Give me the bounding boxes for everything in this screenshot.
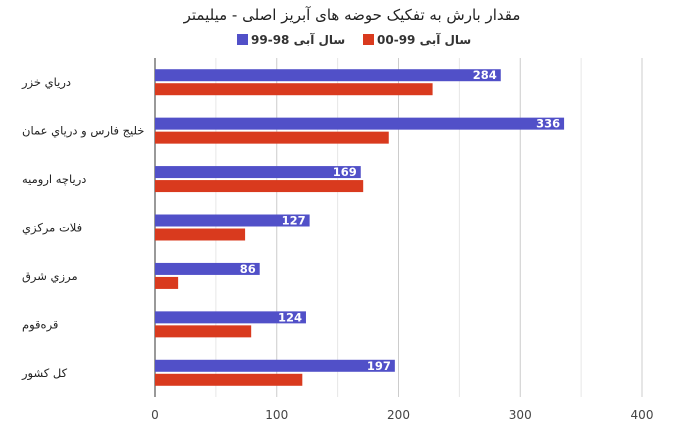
- category-label: فلات مرکزي: [22, 221, 82, 236]
- data-label: 197: [367, 359, 391, 373]
- bar-series-2: [155, 180, 364, 193]
- bar-series-2: [155, 325, 252, 338]
- x-tick-label: 200: [387, 408, 410, 422]
- bar-series-1: [155, 311, 306, 324]
- data-label-background: [277, 312, 305, 323]
- data-label: 86: [240, 262, 256, 276]
- bar-series-2: [155, 276, 179, 289]
- bar-series-1: [155, 214, 310, 227]
- data-label-background: [332, 167, 360, 178]
- data-label-background: [472, 70, 500, 81]
- bar-series-2: [155, 228, 246, 241]
- category-label: خليج فارس و درياي عمان: [22, 124, 144, 139]
- data-label-background: [366, 360, 394, 371]
- legend-label[interactable]: سال آبی 98-99: [251, 32, 345, 47]
- data-label: 284: [473, 68, 497, 82]
- grid: [154, 58, 643, 397]
- bar-series-1: [155, 359, 395, 372]
- bars: 284 336 169 127 86 124 197: [155, 68, 565, 386]
- bar-series-2: [155, 373, 303, 386]
- data-label: 169: [333, 165, 357, 179]
- bar-series-2: [155, 83, 433, 96]
- legend: سال آبی 98-99 سال آبی 99-00: [237, 32, 471, 47]
- data-label: 336: [536, 117, 560, 131]
- x-tick-label: 400: [631, 408, 654, 422]
- category-label: مرزي شرق: [22, 269, 78, 284]
- category-label: قره‌قوم: [22, 317, 58, 332]
- x-tick-label: 0: [151, 408, 159, 422]
- bar-series-1: [155, 166, 361, 179]
- chart-title: مقدار بارش به تفکیک حوضه های آبریز اصلی …: [183, 6, 521, 24]
- legend-swatch: [363, 34, 374, 45]
- legend-label[interactable]: سال آبی 99-00: [377, 32, 471, 47]
- category-labels: درياي خزر خليج فارس و درياي عمان درياچه ار…: [21, 75, 144, 381]
- bar-series-1: [155, 117, 565, 130]
- data-label-background: [281, 215, 309, 226]
- data-label: 124: [278, 310, 302, 324]
- x-tick-label: 100: [265, 408, 288, 422]
- data-label: 127: [282, 214, 306, 228]
- data-label-background: [231, 263, 259, 274]
- x-tick-label: 300: [509, 408, 532, 422]
- x-tick-labels: 0 100 200 300 400: [151, 408, 653, 422]
- data-label-background: [536, 118, 564, 129]
- legend-swatch: [237, 34, 248, 45]
- bar-series-1: [155, 69, 501, 82]
- category-label: درياي خزر: [21, 75, 71, 90]
- bar-series-2: [155, 131, 389, 144]
- category-label: کل کشور: [21, 366, 68, 381]
- category-label: درياچه اروميه: [22, 172, 86, 187]
